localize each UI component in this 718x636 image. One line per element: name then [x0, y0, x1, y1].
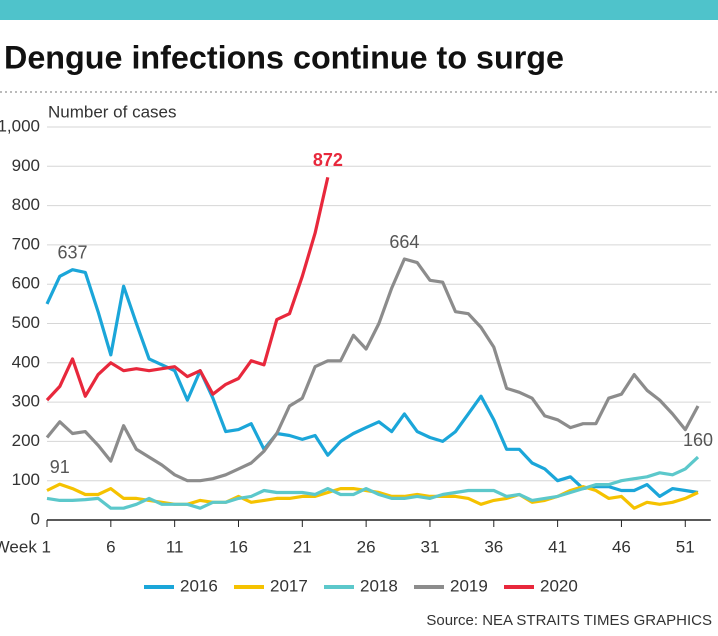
top-band — [0, 0, 718, 20]
annotation: 664 — [389, 232, 419, 252]
x-tick-label: 21 — [293, 537, 312, 556]
y-tick-label: 0 — [31, 509, 40, 528]
legend-label: 2020 — [540, 576, 578, 595]
x-tick-label: 51 — [676, 537, 695, 556]
legend-label: 2017 — [270, 576, 308, 595]
y-tick-label: 700 — [12, 234, 40, 253]
annotation: 160 — [683, 430, 713, 450]
y-tick-label: 400 — [12, 352, 40, 371]
x-tick-label: 6 — [106, 537, 115, 556]
y-tick-label: 1,000 — [0, 116, 40, 135]
series-line — [45, 176, 330, 402]
x-tick-label: 36 — [484, 537, 503, 556]
series-line — [45, 268, 699, 498]
y-tick-label: 100 — [12, 470, 40, 489]
series-line — [46, 455, 700, 510]
annotation: 637 — [58, 242, 88, 262]
y-tick-label: 200 — [12, 431, 40, 450]
x-tick-label: Week 1 — [0, 537, 51, 556]
x-tick-label: 26 — [357, 537, 376, 556]
chart-title: Dengue infections continue to surge — [4, 39, 564, 75]
y-tick-label: 500 — [12, 313, 40, 332]
annotation: 91 — [50, 457, 70, 477]
x-tick-label: 41 — [548, 537, 567, 556]
y-tick-label: 300 — [12, 392, 40, 411]
legend-label: 2016 — [180, 576, 218, 595]
source: Source: NEA STRAITS TIMES GRAPHICS — [426, 612, 712, 629]
x-tick-label: 16 — [229, 537, 248, 556]
y-axis-label: Number of cases — [48, 102, 177, 121]
series-line — [45, 257, 700, 483]
annotation: 872 — [313, 150, 343, 170]
x-tick-label: 46 — [612, 537, 631, 556]
legend-label: 2018 — [360, 576, 398, 595]
y-tick-label: 900 — [12, 156, 40, 175]
x-tick-label: 11 — [166, 537, 184, 556]
y-tick-label: 600 — [12, 274, 40, 293]
x-tick-label: 31 — [421, 537, 440, 556]
y-tick-label: 800 — [12, 195, 40, 214]
legend-label: 2019 — [450, 576, 488, 595]
